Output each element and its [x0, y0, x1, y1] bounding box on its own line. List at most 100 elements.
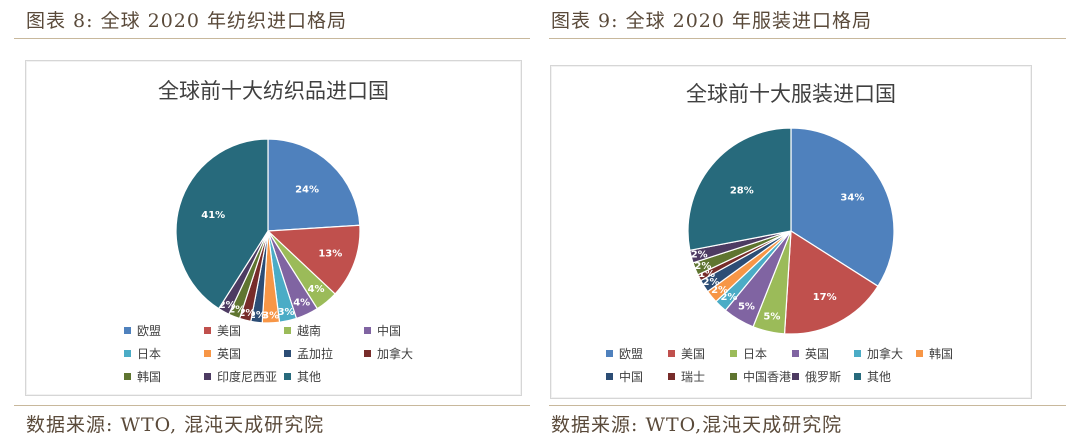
legend-label: 欧盟	[619, 347, 644, 361]
pie-data-label-6: 2%	[711, 285, 728, 296]
legend-item: 瑞士	[668, 368, 730, 385]
pie-data-label-4: 5%	[738, 301, 755, 312]
legend-swatch	[284, 373, 291, 380]
pie-data-label-3: 4%	[308, 284, 325, 295]
pie-data-label-8: 1%	[698, 269, 715, 280]
legend-right: 欧盟 美国 日本 英国 加拿大 韩国中国 瑞士 中国香港 俄罗斯 其他	[606, 342, 978, 388]
legend-label: 加拿大	[377, 347, 414, 361]
legend-swatch	[204, 373, 211, 380]
legend-item: 美国	[668, 345, 730, 362]
legend-item: 英国	[204, 345, 284, 362]
legend-label: 越南	[297, 324, 322, 338]
pie-data-label-2: 17%	[813, 292, 837, 303]
pie-data-label-4: 4%	[293, 298, 310, 309]
pie-data-label-1: 24%	[295, 184, 319, 195]
legend-swatch	[606, 350, 613, 357]
figure-9-caption: 图表 9: 全球 2020 年服装进口格局	[551, 10, 873, 32]
pie-data-label-6: 3%	[262, 311, 279, 322]
pie-data-label-2: 13%	[318, 248, 342, 259]
legend-label: 日本	[743, 347, 768, 361]
pie-data-label-5: 3%	[278, 307, 295, 318]
legend-label: 欧盟	[137, 324, 162, 338]
legend-swatch	[854, 373, 861, 380]
chart-panel-right: 全球前十大服装进口国 34% 17% 5% 5% 2% 2% 2% 1% 2% 2% 28% 欧盟美…	[550, 65, 1032, 399]
legend-label: 日本	[137, 347, 162, 361]
pie-data-label-5: 2%	[720, 292, 737, 303]
source-rule-right	[549, 405, 1066, 406]
legend-swatch	[364, 350, 371, 357]
legend-item: 印度尼西亚	[204, 368, 284, 385]
legend-item: 日本	[730, 345, 792, 362]
pie-data-label-3: 5%	[763, 311, 780, 322]
pie-chart-apparel-imports: 34%17%5%5%2%2%2%1%2%2%28%	[687, 127, 895, 335]
legend-item: 韩国	[124, 368, 204, 385]
legend-swatch	[124, 350, 131, 357]
legend-swatch	[606, 373, 613, 380]
pie-chart-textile-imports: 24%13%4%4%3%3%2%2%2%2%41%	[175, 138, 361, 324]
legend-row: 韩国 印度尼西亚 其他	[124, 365, 444, 388]
legend-row: 欧盟 美国 日本 英国 加拿大 韩国	[606, 342, 978, 365]
caption-rule-left	[14, 38, 530, 39]
legend-label: 孟加拉	[297, 347, 334, 361]
legend-swatch	[792, 373, 799, 380]
legend-row: 中国 瑞士 中国香港 俄罗斯 其他	[606, 365, 978, 388]
pie-slice-2	[266, 224, 361, 295]
legend-item: 欧盟	[124, 322, 204, 339]
chart-title-right: 全球前十大服装进口国	[686, 82, 896, 106]
legend-swatch	[668, 350, 675, 357]
source-rule-left	[14, 405, 530, 406]
legend-label: 英国	[217, 347, 242, 361]
legend-label: 中国香港	[743, 370, 792, 384]
legend-label: 韩国	[929, 347, 954, 361]
pie-data-label-8: 2%	[238, 308, 255, 319]
pie-slice-1	[267, 138, 361, 232]
legend-label: 俄罗斯	[805, 370, 842, 384]
legend-swatch	[916, 350, 923, 357]
legend-item: 中国香港	[730, 368, 792, 385]
legend-label: 英国	[805, 347, 830, 361]
legend-label: 中国	[377, 324, 402, 338]
pie-data-label-9: 2%	[694, 261, 711, 272]
legend-item: 其他	[854, 368, 916, 385]
legend-item: 韩国	[916, 345, 978, 362]
legend-label: 其他	[297, 370, 322, 384]
legend-label: 中国	[619, 370, 644, 384]
data-source-right: 数据来源: WTO,混沌天成研究院	[551, 414, 843, 436]
legend-swatch	[284, 327, 291, 334]
pie-slice-11	[175, 138, 269, 310]
legend-row: 日本 英国 孟加拉 加拿大	[124, 342, 444, 365]
legend-item: 英国	[792, 345, 854, 362]
legend-label: 其他	[867, 370, 892, 384]
pie-slice-11	[687, 127, 792, 252]
caption-rule-right	[549, 38, 1066, 39]
legend-swatch	[124, 327, 131, 334]
legend-swatch	[124, 373, 131, 380]
pie-data-label-7: 2%	[249, 310, 266, 321]
legend-swatch	[730, 350, 737, 357]
legend-label: 印度尼西亚	[217, 370, 278, 384]
legend-item: 其他	[284, 368, 364, 385]
legend-item: 加拿大	[364, 345, 444, 362]
legend-left: 欧盟 美国 越南 中国日本 英国 孟加拉 加拿大韩国 印度尼西亚 其他	[124, 319, 444, 388]
legend-item: 欧盟	[606, 345, 668, 362]
legend-label: 美国	[217, 324, 242, 338]
chart-title-left: 全球前十大纺织品进口国	[158, 79, 389, 103]
pie-data-label-10: 2%	[691, 250, 708, 261]
legend-swatch	[668, 373, 675, 380]
legend-item: 日本	[124, 345, 204, 362]
legend-swatch	[364, 327, 371, 334]
legend-item: 美国	[204, 322, 284, 339]
legend-row: 欧盟 美国 越南 中国	[124, 319, 444, 342]
pie-data-label-10: 2%	[219, 300, 236, 311]
legend-label: 加拿大	[867, 347, 904, 361]
chart-panel-left: 全球前十大纺织品进口国 24% 13% 4% 4% 3% 3% 2% 2% 2% 2% 41% 欧盟…	[25, 60, 522, 396]
legend-label: 瑞士	[681, 370, 706, 384]
legend-swatch	[792, 350, 799, 357]
data-source-left: 数据来源: WTO, 混沌天成研究院	[26, 414, 325, 436]
pie-slice-2	[783, 229, 879, 335]
legend-swatch	[204, 327, 211, 334]
legend-swatch	[204, 350, 211, 357]
legend-item: 越南	[284, 322, 364, 339]
legend-item: 加拿大	[854, 345, 916, 362]
legend-item: 俄罗斯	[792, 368, 854, 385]
